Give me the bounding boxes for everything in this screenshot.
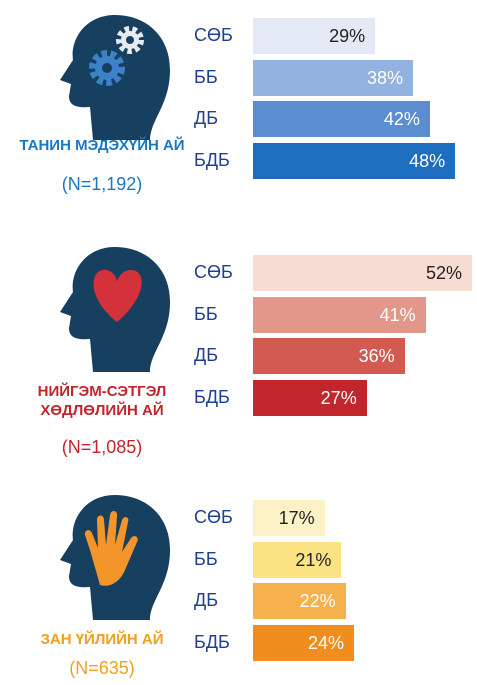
- value-label: 48%: [409, 150, 446, 171]
- value-label: 27%: [320, 387, 357, 408]
- bar: 52%: [253, 255, 472, 291]
- value-label: 22%: [299, 591, 336, 611]
- group-subtitle: (N=1,192): [61, 174, 143, 194]
- bar: 42%: [253, 101, 430, 137]
- group-title: ЗАН ҮЙЛИЙН АЙ: [40, 631, 164, 648]
- value-label: 38%: [367, 67, 404, 88]
- bar: 38%: [253, 59, 414, 96]
- head-heart: [60, 247, 170, 372]
- category-label: БДБ: [194, 149, 230, 170]
- category-label: ДБ: [194, 345, 219, 365]
- head-hand: [60, 495, 170, 620]
- category-label: БДБ: [194, 631, 230, 652]
- value-label: 29%: [329, 26, 366, 46]
- value-label: 42%: [383, 109, 420, 129]
- group-title: ТАНИН МЭДЭХҮЙН АЙ: [19, 137, 185, 154]
- category-label: СӨБ: [194, 262, 233, 282]
- value-label: 17%: [278, 508, 315, 528]
- bar: 48%: [253, 142, 456, 179]
- bar: 24%: [253, 624, 355, 661]
- bar: 22%: [253, 583, 346, 619]
- value-label: 52%: [425, 263, 462, 283]
- bar: 29%: [253, 18, 376, 54]
- group-subtitle: (N=635): [69, 658, 135, 678]
- category-label: ББ: [194, 548, 218, 569]
- category-label: ДБ: [194, 108, 219, 128]
- category-label: СӨБ: [194, 507, 233, 527]
- bar: 21%: [253, 541, 342, 578]
- bar: 27%: [253, 379, 367, 416]
- value-label: 21%: [295, 549, 332, 570]
- group-title: НИЙГЭМ-СЭТГЭЛ ХӨДЛӨЛИЙН АЙ: [37, 383, 167, 419]
- category-label: ДБ: [194, 590, 219, 610]
- category-label: ББ: [194, 303, 218, 324]
- bar: 36%: [253, 338, 405, 374]
- value-label: 24%: [308, 632, 345, 653]
- category-label: СӨБ: [194, 25, 233, 45]
- head-gears: [60, 15, 170, 140]
- category-label: БДБ: [194, 386, 230, 407]
- value-label: 36%: [358, 346, 395, 366]
- value-label: 41%: [379, 304, 416, 325]
- bar: 17%: [253, 500, 325, 536]
- group-subtitle: (N=1,085): [61, 437, 143, 457]
- bar: 41%: [253, 296, 426, 333]
- icons: [60, 15, 170, 620]
- category-label: ББ: [194, 66, 218, 87]
